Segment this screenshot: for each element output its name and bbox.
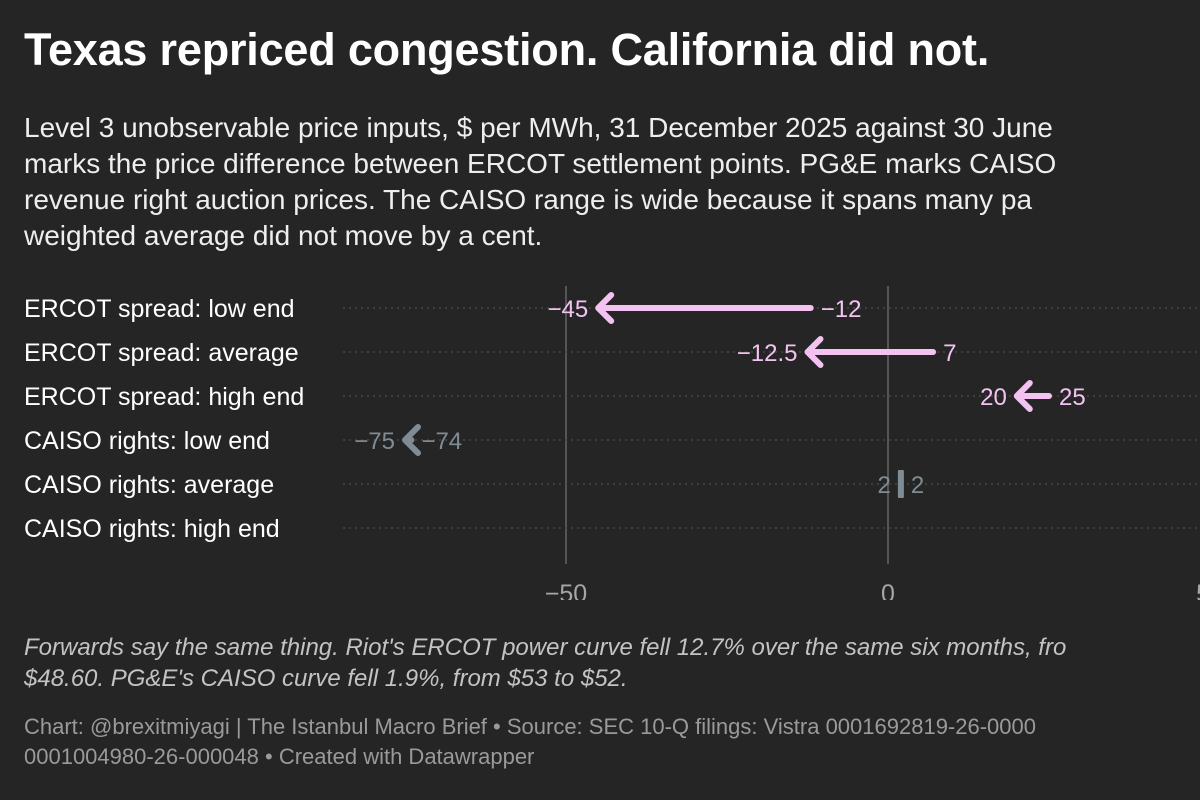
- row-label: ERCOT spread: average: [24, 339, 299, 367]
- arrow-head: [402, 424, 421, 456]
- row-label: ERCOT spread: high end: [24, 383, 304, 411]
- no-change-marker: [897, 470, 904, 498]
- arrow-head: [595, 292, 615, 324]
- footer-line: Chart: @brexitmiyagi | The Istanbul Macr…: [24, 714, 1036, 739]
- chart-subtitle: Level 3 unobservable price inputs, $ per…: [24, 110, 1200, 254]
- note-line: Forwards say the same thing. Riot's ERCO…: [24, 634, 1067, 661]
- subtitle-line: marks the price difference between ERCOT…: [24, 148, 1057, 179]
- note-line: $48.60. PG&E's CAISO curve fell 1.9%, fr…: [24, 665, 628, 692]
- end-value-label: −75: [354, 428, 395, 455]
- start-value-label: 2: [911, 472, 924, 499]
- start-value-label: 7: [943, 340, 956, 367]
- x-tick-label: 50: [1196, 580, 1200, 600]
- subtitle-line: revenue right auction prices. The CAISO …: [24, 184, 1033, 215]
- chart-footer: Chart: @brexitmiyagi | The Istanbul Macr…: [24, 712, 1200, 772]
- arrow-head: [804, 336, 824, 368]
- row-label: CAISO rights: high end: [24, 515, 280, 543]
- subtitle-line: Level 3 unobservable price inputs, $ per…: [24, 112, 1053, 143]
- end-value-label: 2: [878, 472, 891, 499]
- row-label: CAISO rights: average: [24, 471, 274, 499]
- chart-note: Forwards say the same thing. Riot's ERCO…: [24, 632, 1200, 694]
- footer-line: 0001004980-26-000048 • Created with Data…: [24, 744, 535, 769]
- subtitle-line: weighted average did not move by a cent.: [24, 220, 543, 251]
- row-label: ERCOT spread: low end: [24, 295, 295, 323]
- end-value-label: 20: [980, 384, 1007, 411]
- arrow-head: [1013, 380, 1033, 412]
- x-tick-label: −50: [545, 580, 587, 600]
- start-value-label: −12: [821, 296, 862, 323]
- end-value-label: −45: [547, 296, 588, 323]
- end-value-label: −12.5: [737, 340, 798, 367]
- x-tick-label: 0: [881, 580, 895, 600]
- chart-title: Texas repriced congestion. California di…: [24, 24, 990, 75]
- start-value-label: −74: [421, 428, 462, 455]
- start-value-label: 25: [1059, 384, 1086, 411]
- arrow-chart: −50 0 50 ERCOT spread: low end −45 −12 ERCOT s…: [24, 286, 1200, 600]
- row-label: CAISO rights: low end: [24, 427, 270, 455]
